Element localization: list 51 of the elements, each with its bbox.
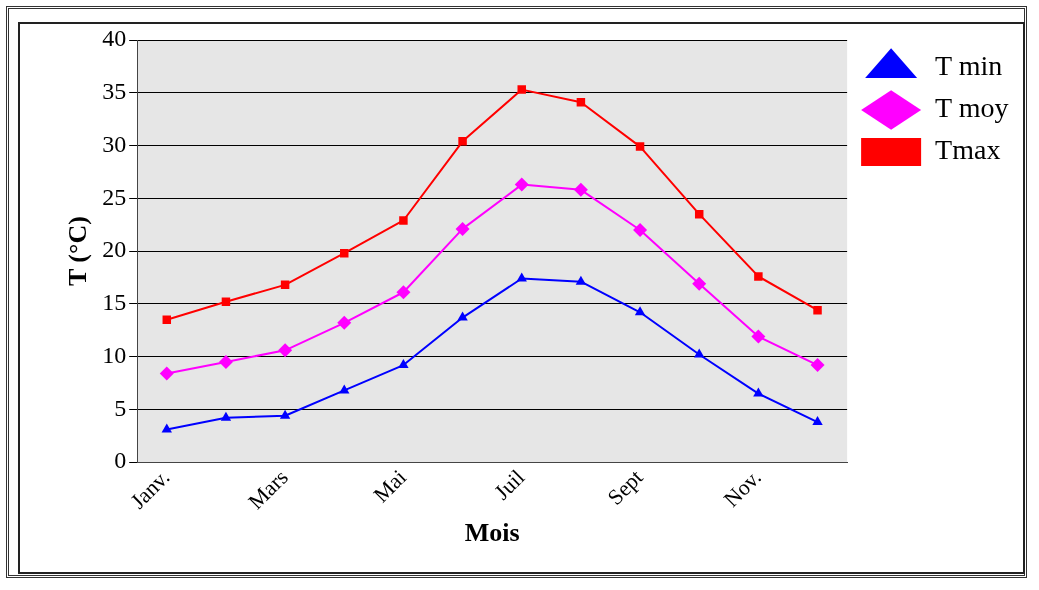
- y-axis-title: T (°C): [63, 216, 93, 287]
- y-tick-label: 25: [102, 183, 127, 210]
- point: [517, 85, 526, 94]
- point: [159, 366, 174, 381]
- point: [516, 272, 527, 282]
- x-tick-label: Mars: [243, 464, 293, 515]
- y-tick-label: 15: [102, 289, 127, 316]
- y-tick-label: 5: [114, 394, 127, 421]
- point: [218, 354, 233, 369]
- legend-label: T min: [935, 50, 1003, 82]
- point: [751, 329, 766, 344]
- y-tick-label: 0: [114, 447, 127, 474]
- point: [813, 305, 822, 315]
- point: [396, 285, 411, 300]
- legend-label: T moy: [935, 92, 1009, 124]
- point: [221, 297, 231, 306]
- point: [754, 272, 763, 281]
- y-tick-label: 20: [102, 236, 127, 263]
- y-tick-label: 30: [102, 130, 127, 157]
- point: [633, 222, 648, 237]
- point: [634, 306, 646, 316]
- x-axis-title: Mois: [464, 518, 520, 548]
- x-tick-label: Juil: [489, 464, 530, 505]
- point: [753, 387, 764, 397]
- point: [694, 348, 705, 358]
- x-tick-label: Nov.: [718, 464, 766, 512]
- point: [573, 182, 588, 197]
- point: [810, 358, 825, 373]
- x-tick-label: Janv.: [125, 464, 175, 514]
- point: [337, 315, 352, 330]
- y-tick-label: 35: [102, 78, 127, 105]
- point: [399, 216, 408, 225]
- point: [514, 177, 529, 192]
- x-tick-label: Mai: [368, 464, 412, 508]
- point: [576, 98, 586, 107]
- legend-label: Tmax: [935, 134, 1001, 166]
- point: [692, 276, 707, 291]
- point: [455, 221, 470, 236]
- point: [162, 315, 172, 324]
- point: [635, 142, 645, 151]
- y-tick-label: 40: [102, 25, 127, 52]
- point: [279, 409, 291, 419]
- point: [812, 416, 823, 426]
- y-tick-label: 10: [102, 341, 127, 368]
- point: [340, 248, 349, 258]
- point: [220, 411, 232, 421]
- point: [398, 359, 409, 369]
- x-tick-label: Sept: [602, 464, 648, 510]
- point: [278, 343, 293, 358]
- point: [457, 311, 468, 321]
- point: [458, 137, 467, 146]
